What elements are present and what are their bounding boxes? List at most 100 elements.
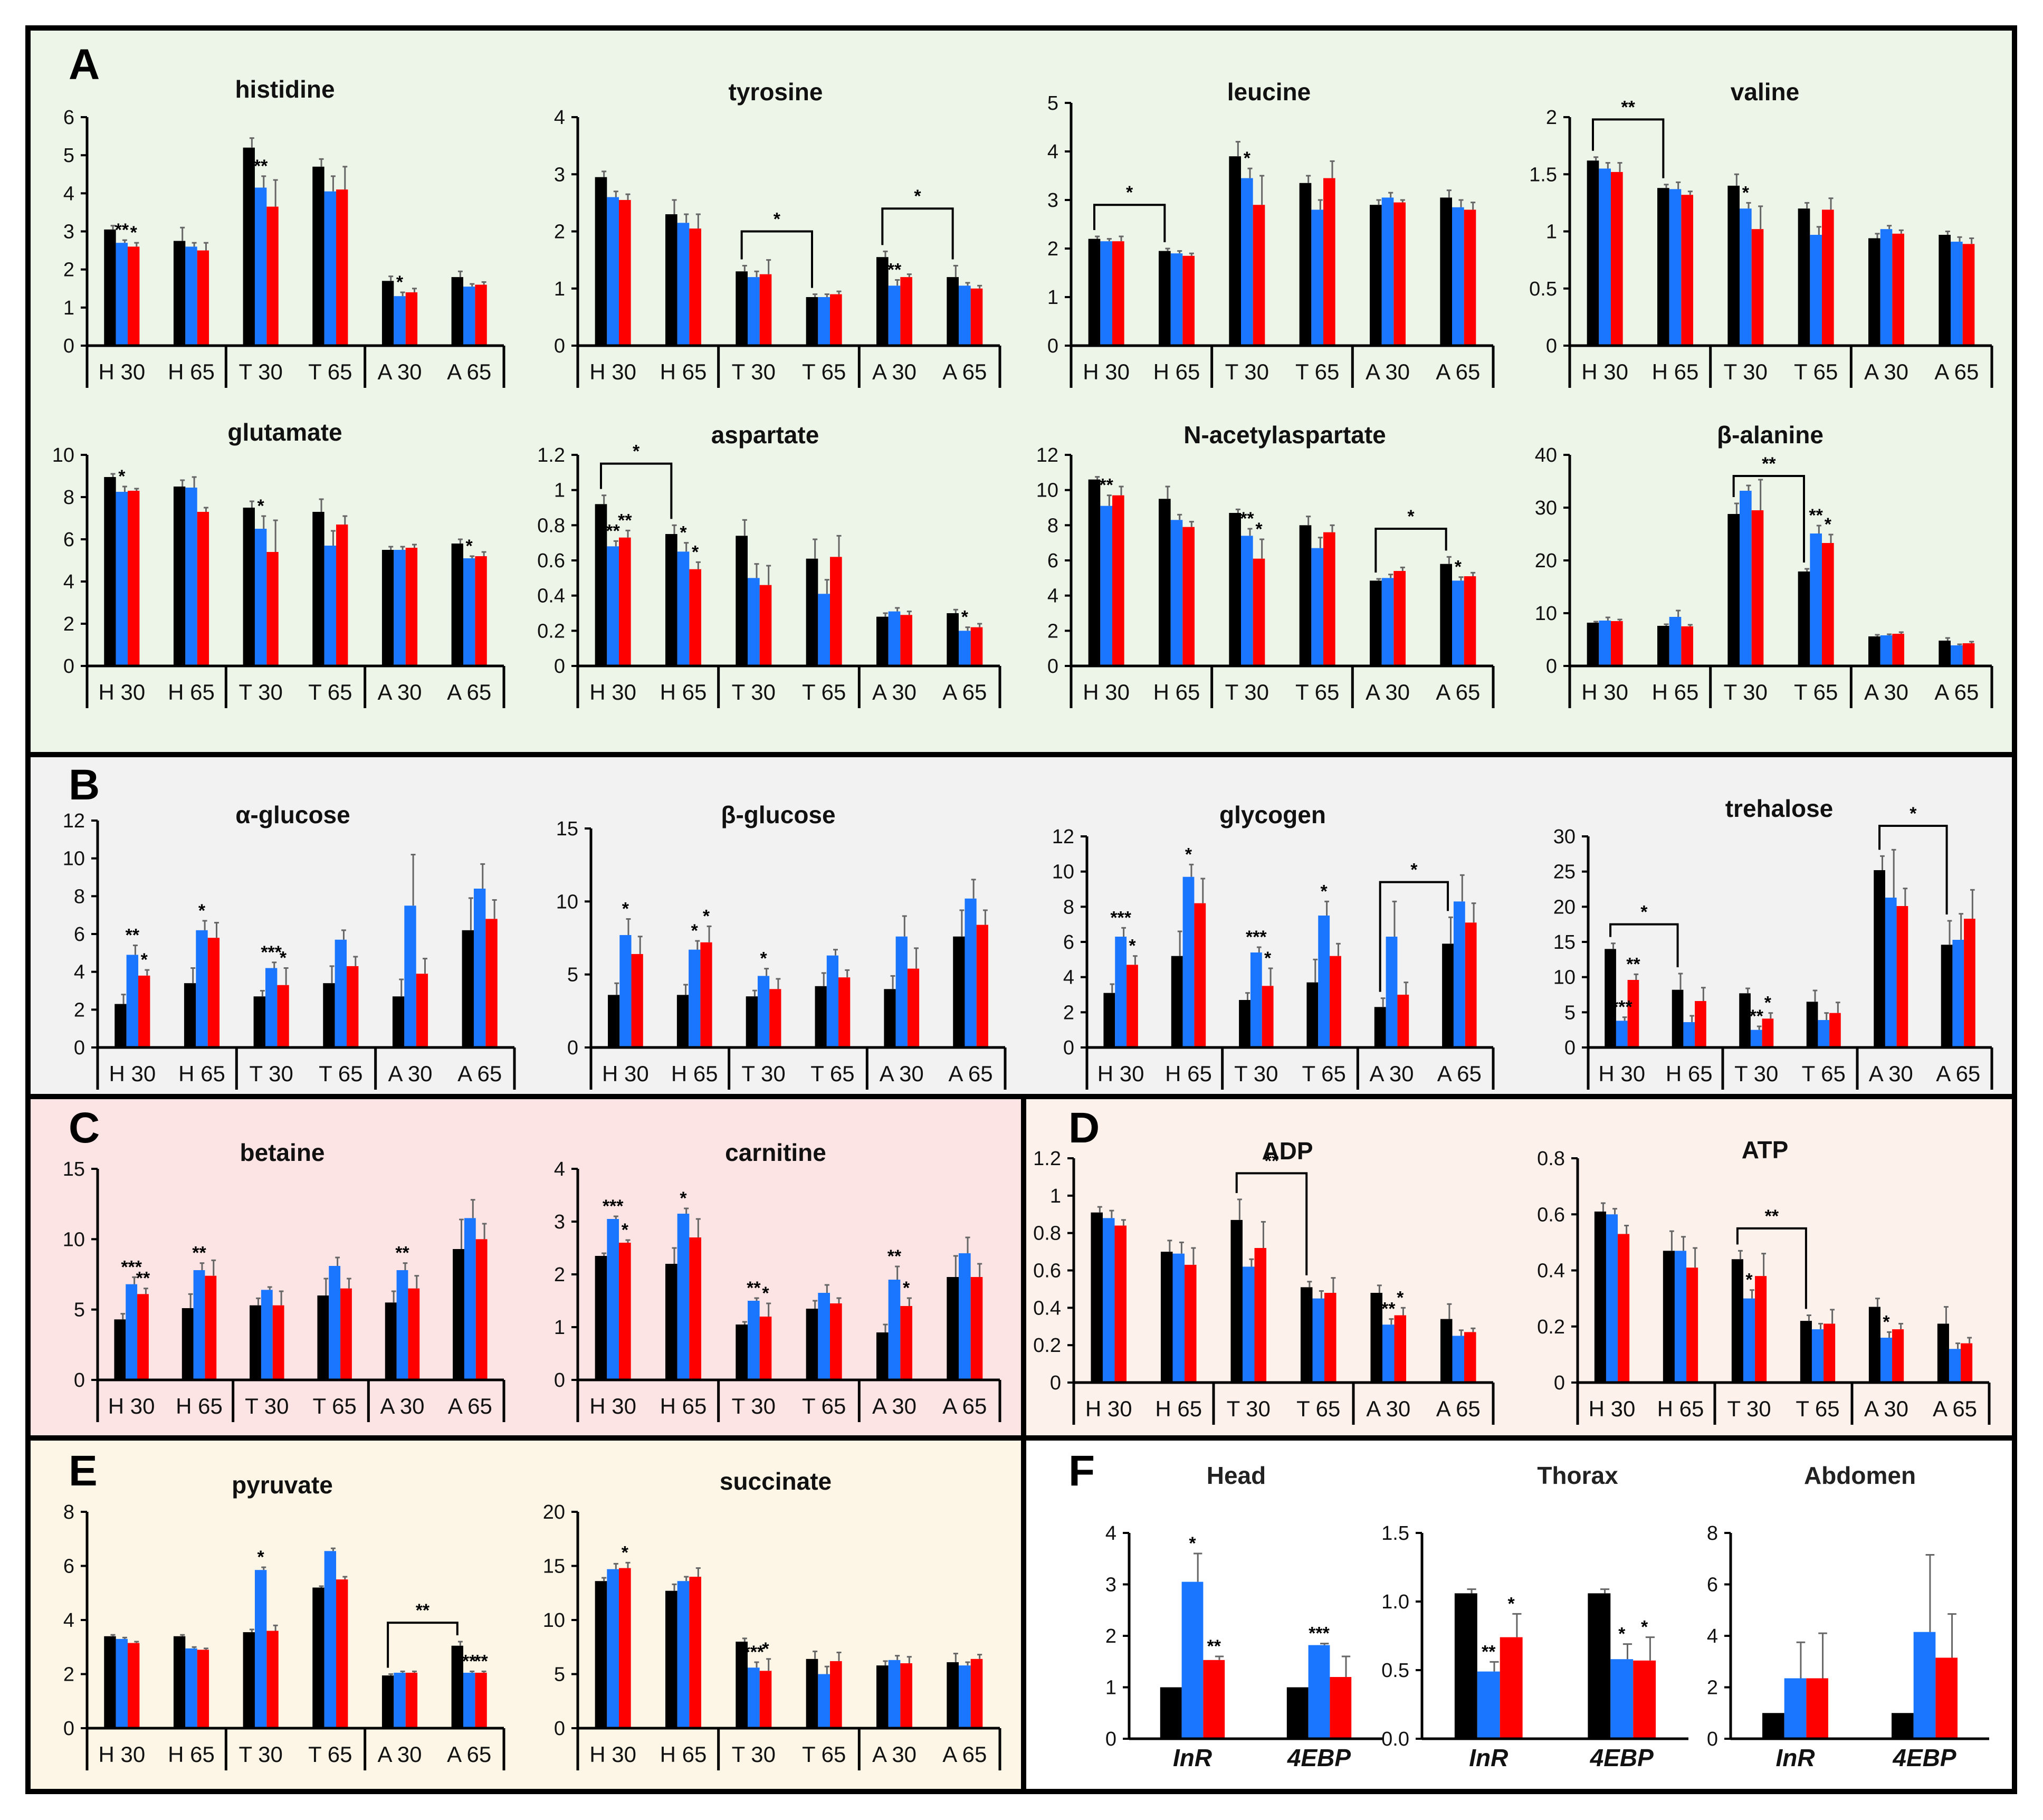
bar-black [1731,1259,1743,1383]
y-tick-label: 40 [1535,444,1557,466]
significance-star: * [1745,1270,1753,1290]
x-category-label: A 30 [377,359,422,384]
bar-red [619,1243,631,1380]
y-tick-label: 0.0 [1381,1728,1409,1750]
bar-black [114,1319,126,1380]
bar-black [104,229,116,346]
bar-blue [1674,1251,1687,1383]
bar-red [1203,1660,1225,1739]
bar-red [197,250,209,346]
y-tick-label: 2 [63,259,74,281]
bar-black [806,1309,818,1380]
x-category-label: T 65 [308,1742,352,1767]
bar-black [1160,1252,1173,1383]
chart-20: Abdomen 0 2 4 6 8 InR 4EBP [1707,1462,1989,1771]
bar-blue [185,488,197,666]
chart-title: trehalose [1725,795,1834,822]
y-tick-label: 0.6 [1537,1204,1565,1226]
significance-star: ** [136,1269,150,1289]
bar-blue [1100,506,1112,666]
y-tick-label: 6 [1063,931,1074,954]
bar-black [1800,1321,1812,1383]
significance-star: * [903,1278,910,1298]
y-tick-label: 5 [554,1664,565,1686]
x-category-label: T 30 [1227,1396,1271,1421]
significance-star: * [774,209,781,230]
bar-blue [895,936,908,1047]
y-tick-label: 4 [63,183,74,205]
y-tick-label: 0.4 [1033,1297,1061,1319]
bar-blue [1381,578,1394,666]
bar-red [1114,1225,1127,1383]
x-category-label: InR [1469,1744,1508,1771]
bar-red [759,585,772,666]
bar-blue [818,1674,830,1728]
bar-black [1454,1593,1477,1739]
bar-red [128,246,140,346]
x-category-label: T 30 [1225,680,1269,704]
bar-blue [1818,1020,1830,1047]
significance-star: * [680,523,687,543]
x-category-label: T 30 [741,1061,785,1086]
chart-title: histidine [235,75,335,103]
bar-blue [1913,1632,1936,1739]
significance-star: ** [618,510,632,530]
bar-blue [394,296,406,346]
bar-blue [396,1270,408,1380]
significance-star: * [396,272,404,292]
x-category-label: A 30 [1366,359,1410,384]
x-category-label: T 65 [1295,359,1339,384]
bar-red [1618,1234,1630,1383]
bar-black [1588,1593,1611,1739]
bar-blue [1100,241,1112,346]
bar-blue [254,187,267,346]
chart-title: betaine [240,1139,324,1166]
bar-black [104,477,116,666]
significance-star: ** [115,220,129,240]
bar-red [138,975,150,1047]
bar-red [336,189,348,346]
y-tick-label: 1.2 [537,444,565,466]
significance-star: *** [603,1196,624,1216]
y-tick-label: 2 [554,1264,565,1286]
bar-blue [1312,1298,1325,1383]
significance-star: * [1641,1617,1648,1637]
bar-blue [329,1266,341,1380]
y-tick-label: 0.6 [537,550,565,572]
bar-red [1126,965,1138,1047]
bar-red [197,1650,209,1728]
bar-red [1262,986,1274,1047]
bar-black [1229,513,1241,666]
bar-red [970,627,983,666]
y-tick-label: 6 [1707,1574,1718,1596]
bar-blue [607,197,619,346]
bar-black [947,1277,959,1380]
bar-blue [463,287,475,346]
bar-blue [748,277,760,346]
significance-star: ** [1265,1151,1279,1171]
x-category-label: H 65 [1153,680,1200,704]
y-tick-label: 15 [63,1158,85,1180]
bar-red [336,525,348,666]
bar-blue [196,930,208,1047]
x-category-label: H 30 [1083,359,1130,384]
x-category-label: A 30 [1369,1061,1414,1086]
x-category-label: H 30 [1581,680,1628,704]
y-tick-label: 15 [556,818,578,840]
bar-blue [1880,635,1893,666]
bar-red [1112,241,1124,346]
y-tick-label: 0 [1546,335,1557,357]
bar-black [1370,205,1382,346]
bar-black [736,1642,748,1728]
bar-red [1253,558,1265,666]
bar-red [475,1239,488,1380]
bar-blue [116,1638,128,1728]
bar-red [619,199,631,346]
chart-title: pyruvate [232,1471,333,1499]
x-category-label: H 65 [1153,359,1200,384]
bar-black [381,1675,394,1728]
bar-blue [1952,940,1964,1047]
bar-red [1892,634,1904,666]
chart-14: ADP 0 0.2 0.4 0.6 0.8 1 1.2 H 30 H 65 T 30 T 65 A 30… [1033,1137,1495,1425]
